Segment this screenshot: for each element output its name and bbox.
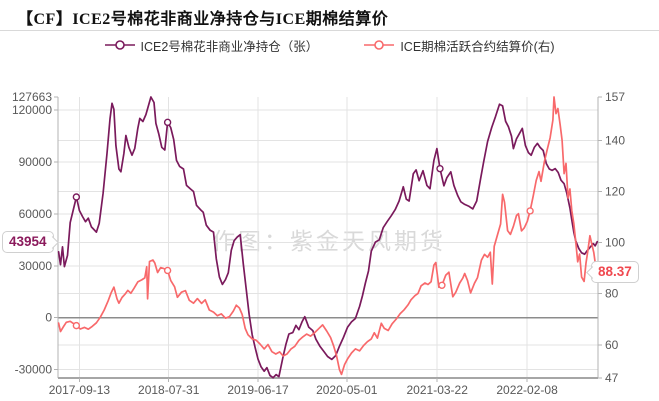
net-position-point-marker <box>436 164 444 173</box>
page-title: 【CF】ICE2号棉花非商业净持仓与ICE期棉结算价 <box>17 11 389 28</box>
latest-net-position-value: 43954 <box>9 234 47 249</box>
legend-marker-price-icon <box>364 40 395 50</box>
x-axis-tick-label: 2020-05-01 <box>316 383 378 397</box>
legend-item-price: ICE期棉活跃合约结算价(右) <box>364 36 554 55</box>
right-axis-tick-label: 140 <box>605 133 625 147</box>
latest-net-position-badge: 43954 <box>2 231 59 253</box>
left-axis-tick-label: 90000 <box>19 155 53 169</box>
x-axis-tick-label: 2021-03-22 <box>407 383 469 397</box>
price-point-marker <box>72 321 81 330</box>
series-line-net-position <box>57 96 599 379</box>
legend-item-net-position: ICE2号棉花非商业净持仓（张） <box>104 36 319 55</box>
legend-label-price: ICE期棉活跃合约结算价(右) <box>400 39 555 54</box>
left-axis-tick-label: -30000 <box>15 362 53 376</box>
net-position-point-marker <box>163 118 172 127</box>
right-axis-tick-label: 80 <box>605 287 619 301</box>
left-axis-tick-label: 0 <box>45 311 52 325</box>
left-axis-tick-label: 127663 <box>12 90 52 104</box>
chart-legend: ICE2号棉花非商业净持仓（张） ICE期棉活跃合约结算价(右) <box>0 36 659 54</box>
net-position-point-marker <box>72 193 81 201</box>
right-axis-tick-label: 120 <box>605 185 625 199</box>
left-axis-tick-label: 120000 <box>12 103 52 117</box>
latest-price-badge: 88.37 <box>585 261 639 283</box>
legend-label-net-position: ICE2号棉花非商业净持仓（张） <box>140 39 319 54</box>
right-axis-tick-label: 47 <box>605 371 619 385</box>
price-point-marker <box>438 281 446 289</box>
left-axis-tick-label: 60000 <box>19 207 53 221</box>
price-point-marker <box>163 266 172 275</box>
price-point-marker <box>526 207 534 215</box>
x-axis-tick-label: 2017-09-13 <box>49 383 111 397</box>
right-axis-tick-label: 157 <box>605 90 625 104</box>
latest-price-value: 88.37 <box>598 264 632 279</box>
legend-marker-net-position-icon <box>104 40 135 50</box>
series-line-settlement-price <box>57 96 599 376</box>
right-axis-tick-label: 100 <box>605 236 625 250</box>
right-axis-tick-label: 60 <box>605 338 619 352</box>
x-axis-tick-label: 2018-07-31 <box>138 383 200 397</box>
x-axis-tick-label: 2022-02-08 <box>496 383 558 397</box>
title-divider <box>0 30 659 31</box>
left-axis-tick-label: 30000 <box>19 259 53 273</box>
x-axis-tick-label: 2019-06-17 <box>227 383 289 397</box>
